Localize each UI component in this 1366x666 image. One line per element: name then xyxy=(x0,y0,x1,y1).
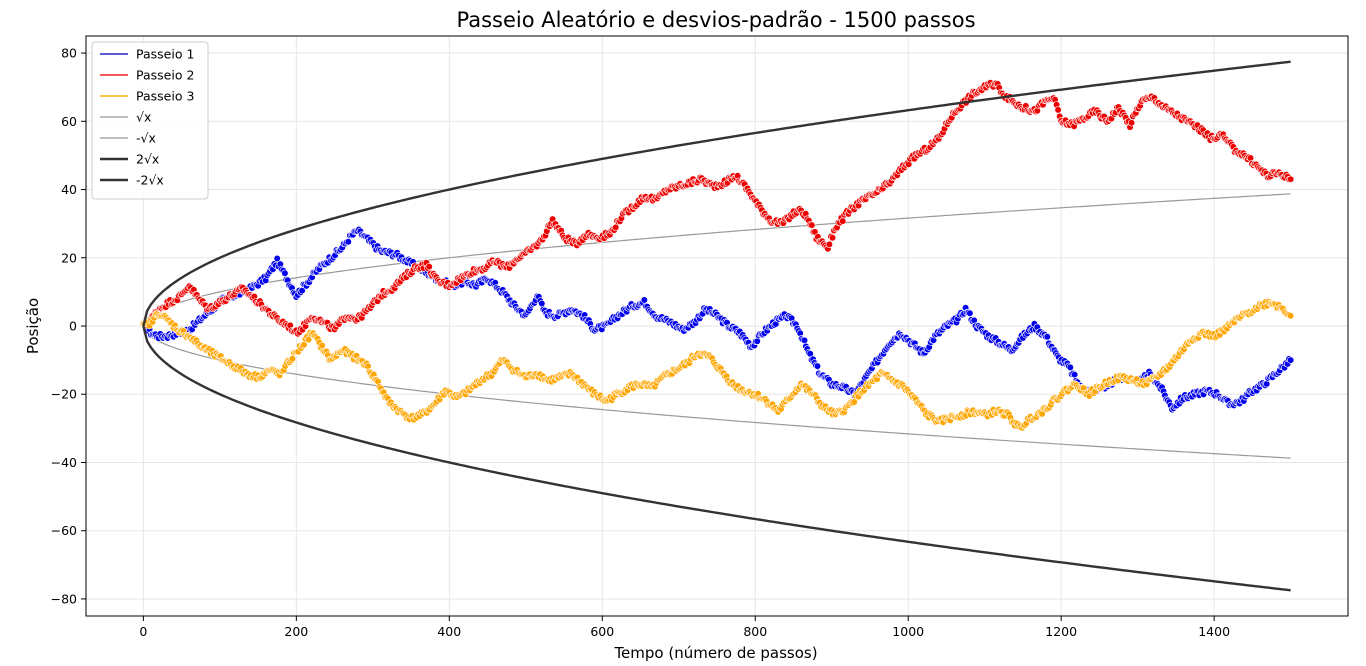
series-passeio-1 xyxy=(139,225,1295,414)
x-tick-label: 400 xyxy=(437,624,461,639)
data-point xyxy=(1070,371,1079,379)
y-tick-label: 40 xyxy=(61,182,77,197)
data-point xyxy=(828,234,837,242)
legend-label: √x xyxy=(136,110,151,125)
series-passeio-3 xyxy=(139,298,1295,432)
x-tick-label: 1400 xyxy=(1198,624,1230,639)
data-point xyxy=(640,296,648,304)
legend-item[interactable]: 2√x xyxy=(100,152,159,167)
x-tick-label: 0 xyxy=(139,624,147,639)
data-point xyxy=(808,221,816,229)
data-point xyxy=(1246,154,1255,162)
legend-item[interactable]: Passeio 2 xyxy=(100,68,194,83)
legend-item[interactable]: Passeio 1 xyxy=(100,47,194,62)
data-point xyxy=(825,240,834,248)
data-point xyxy=(281,269,289,277)
data-point xyxy=(1054,106,1062,114)
y-tick-label: 60 xyxy=(61,114,77,129)
legend-item[interactable]: √x xyxy=(100,110,151,125)
data-point xyxy=(273,254,281,263)
legend-label: Passeio 1 xyxy=(136,47,194,62)
data-point xyxy=(753,337,761,345)
legend-label: Passeio 2 xyxy=(136,68,194,83)
data-point xyxy=(966,309,974,317)
data-point xyxy=(850,398,858,406)
data-point xyxy=(1127,119,1136,127)
series-line-2x-neg xyxy=(142,325,1291,592)
y-tick-label: 80 xyxy=(61,46,77,61)
y-tick-label: −20 xyxy=(51,387,77,402)
legend-label: Passeio 3 xyxy=(136,89,194,104)
data-point xyxy=(305,335,313,344)
data-point xyxy=(344,238,352,246)
data-point xyxy=(1043,333,1051,341)
y-axis: −80 −60 −40 −20 0 20 40 60 80 xyxy=(51,46,86,606)
x-tick-label: 1000 xyxy=(892,624,924,639)
legend-label: 2√x xyxy=(136,152,159,167)
legend[interactable]: Passeio 1 Passeio 2 Passeio 3 √x -√x 2√x -2√x xyxy=(91,41,209,200)
series-line-x xyxy=(142,193,1291,327)
data-point xyxy=(839,217,847,225)
data-point xyxy=(538,299,546,308)
legend-label: -2√x xyxy=(136,173,164,188)
data-point xyxy=(1066,363,1074,372)
data-point xyxy=(1286,356,1295,364)
legend-item[interactable]: -2√x xyxy=(100,173,164,188)
x-axis-label: Tempo (número de passos) xyxy=(613,644,817,662)
y-tick-label: −40 xyxy=(51,455,77,470)
series-line-2x xyxy=(142,60,1291,327)
data-point xyxy=(318,341,326,350)
data-point xyxy=(1286,312,1295,320)
y-tick-label: 20 xyxy=(61,250,77,265)
x-tick-label: 1200 xyxy=(1045,624,1077,639)
data-point xyxy=(288,355,297,363)
y-tick-label: −80 xyxy=(51,591,77,606)
y-tick-label: 0 xyxy=(69,319,77,334)
legend-item[interactable]: -√x xyxy=(100,131,156,146)
x-tick-label: 800 xyxy=(743,624,767,639)
x-tick-label: 200 xyxy=(284,624,308,639)
series-passeio-2 xyxy=(139,79,1295,338)
data-point xyxy=(800,336,809,345)
data-point xyxy=(1286,175,1295,183)
plot-area xyxy=(139,60,1295,592)
data-point xyxy=(425,263,433,271)
series-line-x-neg xyxy=(142,325,1291,459)
data-point xyxy=(813,362,822,370)
legend-item[interactable]: Passeio 3 xyxy=(100,89,194,104)
y-tick-label: −60 xyxy=(51,523,77,538)
x-axis: 0 200 400 600 800 1000 1200 1400 xyxy=(139,616,1230,639)
grid-lines xyxy=(86,36,1348,616)
legend-label: -√x xyxy=(136,131,156,146)
x-tick-label: 600 xyxy=(590,624,614,639)
y-axis-label: Posição xyxy=(24,298,42,354)
chart-title: Passeio Aleatório e desvios-padrão - 150… xyxy=(456,8,975,32)
